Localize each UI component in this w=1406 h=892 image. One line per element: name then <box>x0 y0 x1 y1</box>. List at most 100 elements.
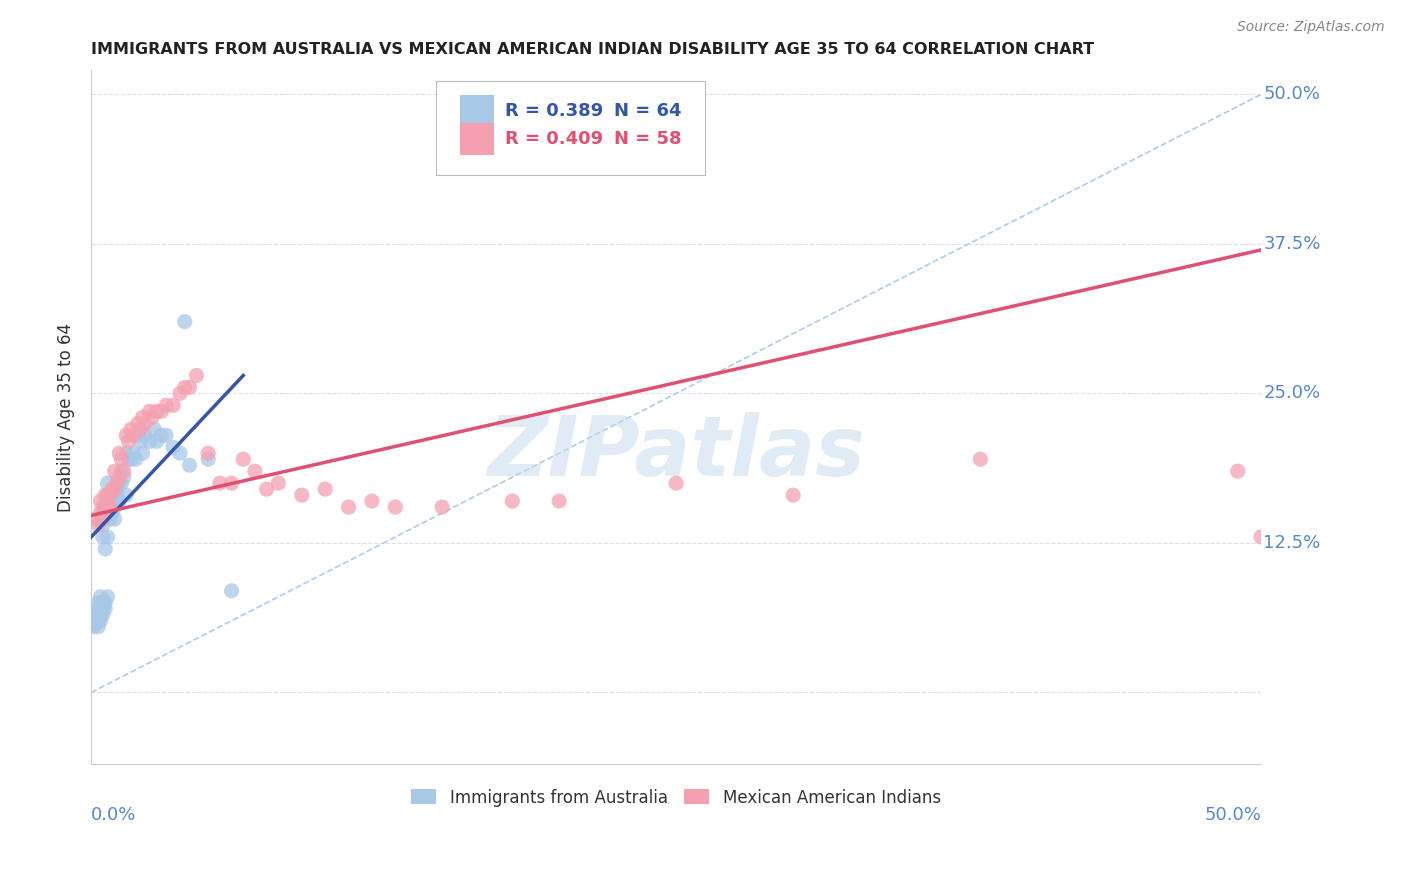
Legend: Immigrants from Australia, Mexican American Indians: Immigrants from Australia, Mexican Ameri… <box>404 780 949 815</box>
Point <box>89 596 111 610</box>
Point <box>105 476 128 491</box>
Point <box>243 464 266 478</box>
Point <box>98 494 121 508</box>
Point <box>96 500 118 514</box>
Text: R = 0.409: R = 0.409 <box>505 130 603 148</box>
Point <box>101 506 124 520</box>
Point <box>120 452 142 467</box>
Point <box>94 488 117 502</box>
Point <box>101 482 124 496</box>
Point <box>91 512 114 526</box>
Point <box>91 601 114 615</box>
Point <box>665 476 688 491</box>
Point <box>173 380 195 394</box>
Point <box>117 434 139 449</box>
Point <box>122 446 145 460</box>
Point <box>337 500 360 514</box>
Point <box>143 422 166 436</box>
Point <box>501 494 523 508</box>
Point <box>91 518 114 533</box>
Point <box>91 530 114 544</box>
Point <box>91 500 114 514</box>
Point <box>87 620 110 634</box>
Point <box>87 607 110 622</box>
Point <box>103 464 125 478</box>
Point <box>115 446 138 460</box>
Point <box>186 368 208 383</box>
Point <box>87 601 110 615</box>
Point <box>115 428 138 442</box>
Text: R = 0.389: R = 0.389 <box>505 103 603 120</box>
Point <box>87 614 110 628</box>
Point <box>98 512 121 526</box>
Point <box>131 410 153 425</box>
Point <box>232 452 254 467</box>
Point <box>84 616 107 631</box>
Point <box>122 428 145 442</box>
Point <box>117 452 139 467</box>
Point <box>134 417 156 431</box>
Y-axis label: Disability Age 35 to 64: Disability Age 35 to 64 <box>58 323 75 512</box>
Point <box>141 410 163 425</box>
Point <box>94 500 117 514</box>
Point <box>197 452 219 467</box>
Point <box>94 596 117 610</box>
Point <box>108 446 131 460</box>
Text: ZIPatlas: ZIPatlas <box>488 411 865 492</box>
Text: N = 64: N = 64 <box>614 103 682 120</box>
Point <box>84 611 107 625</box>
Point <box>108 476 131 491</box>
Point <box>179 380 201 394</box>
Point <box>150 428 173 442</box>
Point <box>150 404 173 418</box>
Point <box>96 476 118 491</box>
Point <box>969 452 991 467</box>
Point <box>105 488 128 502</box>
Point <box>87 518 110 533</box>
Point <box>89 494 111 508</box>
Point <box>169 446 191 460</box>
Point <box>162 440 184 454</box>
Point <box>1250 530 1272 544</box>
Point <box>103 512 125 526</box>
Point <box>145 404 167 418</box>
Point <box>138 434 160 449</box>
Point <box>115 488 138 502</box>
Point <box>103 482 125 496</box>
Text: 50.0%: 50.0% <box>1264 86 1320 103</box>
Point <box>1226 464 1249 478</box>
Text: 37.5%: 37.5% <box>1264 235 1320 253</box>
Point <box>89 590 111 604</box>
Point <box>108 494 131 508</box>
Point <box>105 482 128 496</box>
Point <box>84 512 107 526</box>
Point <box>96 590 118 604</box>
Point <box>155 428 177 442</box>
Point <box>361 494 384 508</box>
Point <box>110 452 132 467</box>
Point <box>101 494 124 508</box>
Text: 12.5%: 12.5% <box>1264 534 1320 552</box>
Point <box>384 500 406 514</box>
Point <box>127 428 149 442</box>
Point <box>221 583 243 598</box>
Point <box>208 476 231 491</box>
Point <box>98 488 121 502</box>
Point <box>112 464 135 478</box>
Point <box>256 482 278 496</box>
Text: IMMIGRANTS FROM AUSTRALIA VS MEXICAN AMERICAN INDIAN DISABILITY AGE 35 TO 64 COR: IMMIGRANTS FROM AUSTRALIA VS MEXICAN AME… <box>91 42 1094 57</box>
Point <box>96 530 118 544</box>
Point <box>94 541 117 556</box>
Point <box>103 488 125 502</box>
Point <box>145 434 167 449</box>
Point <box>91 596 114 610</box>
Point <box>94 506 117 520</box>
Point <box>89 601 111 615</box>
Point <box>291 488 314 502</box>
Point <box>127 417 149 431</box>
Point <box>155 398 177 412</box>
FancyBboxPatch shape <box>460 123 494 155</box>
Point <box>87 596 110 610</box>
Point <box>169 386 191 401</box>
Point <box>129 422 152 436</box>
